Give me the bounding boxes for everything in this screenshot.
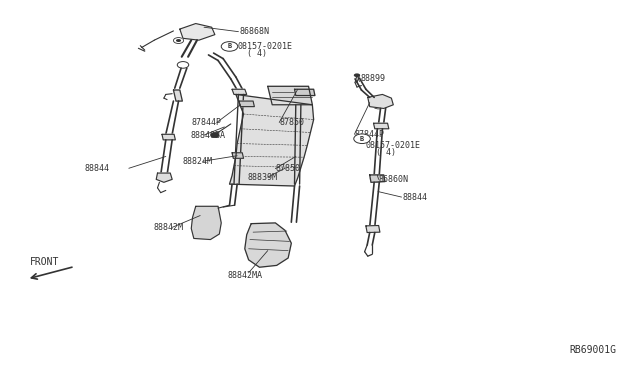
Text: 88844: 88844 <box>84 164 109 173</box>
Polygon shape <box>191 206 221 240</box>
Circle shape <box>173 38 184 44</box>
Circle shape <box>371 175 383 182</box>
Circle shape <box>376 104 381 107</box>
Polygon shape <box>368 94 394 109</box>
Text: 08157-0201E: 08157-0201E <box>238 42 292 51</box>
Text: 88842M: 88842M <box>153 223 183 232</box>
Text: 88842MA: 88842MA <box>228 271 262 280</box>
Polygon shape <box>180 23 215 40</box>
Polygon shape <box>162 134 175 140</box>
Text: 86860N: 86860N <box>379 175 408 184</box>
Polygon shape <box>294 89 315 96</box>
Circle shape <box>354 134 371 144</box>
Text: RB69001G: RB69001G <box>570 345 616 355</box>
Polygon shape <box>245 223 291 267</box>
Text: FRONT: FRONT <box>29 257 59 267</box>
Circle shape <box>373 102 385 109</box>
Text: 87844P: 87844P <box>355 130 385 139</box>
Text: 86868N: 86868N <box>239 27 269 36</box>
Circle shape <box>354 73 360 77</box>
Polygon shape <box>370 175 385 182</box>
Text: 88840BA: 88840BA <box>190 131 225 140</box>
Text: 88839M: 88839M <box>247 173 277 182</box>
Text: 88824M: 88824M <box>183 157 213 166</box>
Circle shape <box>277 166 286 171</box>
Circle shape <box>221 42 238 51</box>
Text: ( 4): ( 4) <box>376 148 396 157</box>
Polygon shape <box>230 94 314 186</box>
Text: 88844: 88844 <box>403 193 428 202</box>
Text: 08157-0201E: 08157-0201E <box>366 141 421 150</box>
Polygon shape <box>374 123 389 129</box>
Polygon shape <box>232 153 244 158</box>
Text: 87850: 87850 <box>279 118 304 127</box>
Text: 87844P: 87844P <box>191 118 221 127</box>
Text: 88899: 88899 <box>360 74 385 83</box>
Polygon shape <box>366 225 380 232</box>
Polygon shape <box>268 86 312 105</box>
Polygon shape <box>156 173 172 182</box>
Polygon shape <box>173 90 182 101</box>
Circle shape <box>176 39 181 42</box>
Text: ( 4): ( 4) <box>246 49 267 58</box>
Polygon shape <box>239 101 254 107</box>
Text: B: B <box>360 136 364 142</box>
Polygon shape <box>232 89 246 94</box>
Circle shape <box>211 133 219 137</box>
Text: 87850: 87850 <box>275 164 300 173</box>
Text: B: B <box>227 44 232 49</box>
